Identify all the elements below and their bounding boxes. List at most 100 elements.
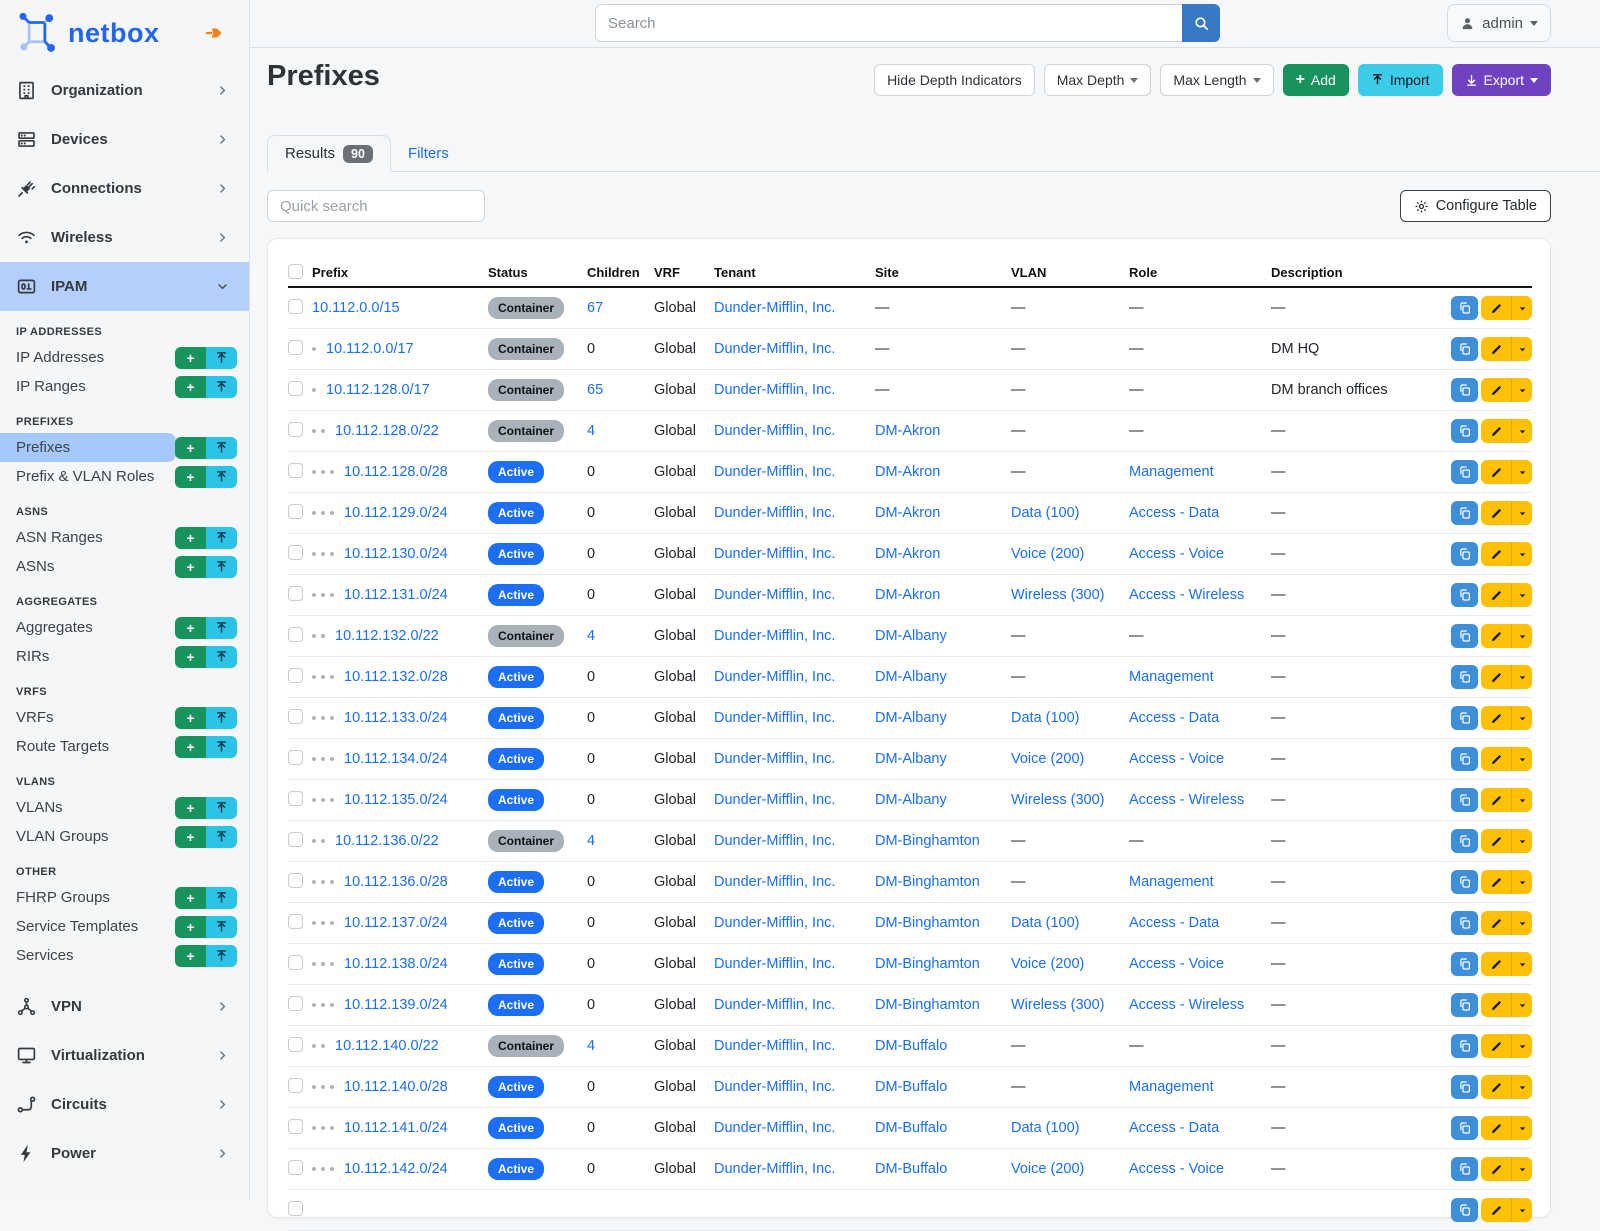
prefix-link[interactable]: 10.112.139.0/24 — [344, 997, 448, 1013]
copy-button[interactable] — [1451, 460, 1478, 484]
tenant-link[interactable]: Dunder-Mifflin, Inc. — [714, 710, 835, 726]
sidebar-item-services[interactable]: Services+ — [0, 941, 249, 970]
edit-dropdown-toggle[interactable] — [1511, 1116, 1532, 1140]
children-count-link[interactable]: 4 — [587, 423, 595, 439]
search-button[interactable] — [1182, 4, 1220, 42]
prefix-link[interactable]: 10.112.134.0/24 — [344, 751, 448, 767]
site-link[interactable]: DM-Buffalo — [875, 1161, 947, 1177]
tenant-link[interactable]: Dunder-Mifflin, Inc. — [714, 423, 835, 439]
tenant-link[interactable]: Dunder-Mifflin, Inc. — [714, 751, 835, 767]
import-quick-button[interactable] — [206, 556, 237, 578]
edit-dropdown-toggle[interactable] — [1511, 747, 1532, 771]
sidebar-item-ip-ranges[interactable]: IP Ranges+ — [0, 372, 249, 401]
add-quick-button[interactable]: + — [175, 556, 206, 578]
row-checkbox[interactable] — [288, 955, 303, 970]
edit-dropdown-toggle[interactable] — [1511, 624, 1532, 648]
prefix-link[interactable]: 10.112.140.0/28 — [344, 1079, 448, 1095]
add-quick-button[interactable]: + — [175, 826, 206, 848]
row-checkbox[interactable] — [288, 545, 303, 560]
tenant-link[interactable]: Dunder-Mifflin, Inc. — [714, 997, 835, 1013]
row-checkbox[interactable] — [288, 832, 303, 847]
sidebar-item-connections[interactable]: Connections — [0, 164, 249, 213]
tenant-link[interactable]: Dunder-Mifflin, Inc. — [714, 382, 835, 398]
sidebar-item-ipam[interactable]: IPAM — [0, 262, 249, 311]
sidebar-item-vlans[interactable]: VLANs+ — [0, 793, 249, 822]
role-link[interactable]: Management — [1129, 464, 1214, 480]
prefix-link[interactable]: 10.112.136.0/22 — [335, 833, 439, 849]
edit-button[interactable] — [1481, 993, 1511, 1017]
tenant-link[interactable]: Dunder-Mifflin, Inc. — [714, 546, 835, 562]
tab-results[interactable]: Results 90 — [267, 135, 391, 172]
import-quick-button[interactable] — [206, 887, 237, 909]
row-checkbox[interactable] — [288, 586, 303, 601]
tenant-link[interactable]: Dunder-Mifflin, Inc. — [714, 300, 835, 316]
edit-dropdown-toggle[interactable] — [1511, 829, 1532, 853]
sidebar-item-wireless[interactable]: Wireless — [0, 213, 249, 262]
copy-button[interactable] — [1451, 788, 1478, 812]
children-count-link[interactable]: 4 — [587, 628, 595, 644]
role-link[interactable]: Management — [1129, 1079, 1214, 1095]
edit-dropdown-toggle[interactable] — [1511, 1034, 1532, 1058]
row-checkbox[interactable] — [288, 340, 303, 355]
sidebar-item-aggregates[interactable]: Aggregates+ — [0, 613, 249, 642]
tenant-link[interactable]: Dunder-Mifflin, Inc. — [714, 505, 835, 521]
children-count-link[interactable]: 67 — [587, 300, 603, 316]
row-checkbox[interactable] — [288, 750, 303, 765]
vlan-link[interactable]: Wireless (300) — [1011, 792, 1104, 808]
copy-button[interactable] — [1451, 870, 1478, 894]
row-checkbox[interactable] — [288, 627, 303, 642]
edit-button[interactable] — [1481, 952, 1511, 976]
copy-button[interactable] — [1451, 1198, 1478, 1222]
import-quick-button[interactable] — [206, 466, 237, 488]
site-link[interactable]: DM-Buffalo — [875, 1038, 947, 1054]
children-count-link[interactable]: 4 — [587, 833, 595, 849]
import-quick-button[interactable] — [206, 707, 237, 729]
site-link[interactable]: DM-Akron — [875, 505, 940, 521]
edit-button[interactable] — [1481, 501, 1511, 525]
sidebar-item-ip-addresses[interactable]: IP Addresses+ — [0, 343, 249, 372]
edit-button[interactable] — [1481, 542, 1511, 566]
search-input[interactable] — [595, 4, 1182, 42]
edit-dropdown-toggle[interactable] — [1511, 501, 1532, 525]
prefix-link[interactable]: 10.112.130.0/24 — [344, 546, 448, 562]
site-link[interactable]: DM-Binghamton — [875, 915, 980, 931]
role-link[interactable]: Access - Data — [1129, 915, 1219, 931]
edit-dropdown-toggle[interactable] — [1511, 1157, 1532, 1181]
tenant-link[interactable]: Dunder-Mifflin, Inc. — [714, 1038, 835, 1054]
edit-button[interactable] — [1481, 624, 1511, 648]
edit-dropdown-toggle[interactable] — [1511, 542, 1532, 566]
user-menu-button[interactable]: admin — [1447, 4, 1551, 42]
import-quick-button[interactable] — [206, 945, 237, 967]
import-quick-button[interactable] — [206, 916, 237, 938]
prefix-link[interactable]: 10.112.0.0/17 — [326, 341, 414, 357]
row-checkbox[interactable] — [288, 996, 303, 1011]
edit-button[interactable] — [1481, 337, 1511, 361]
prefix-link[interactable]: 10.112.136.0/28 — [344, 874, 448, 890]
export-dropdown[interactable]: Export — [1452, 64, 1551, 96]
edit-button[interactable] — [1481, 665, 1511, 689]
row-checkbox[interactable] — [288, 1037, 303, 1052]
tenant-link[interactable]: Dunder-Mifflin, Inc. — [714, 874, 835, 890]
site-link[interactable]: DM-Akron — [875, 423, 940, 439]
edit-button[interactable] — [1481, 870, 1511, 894]
copy-button[interactable] — [1451, 1116, 1478, 1140]
import-quick-button[interactable] — [206, 646, 237, 668]
copy-button[interactable] — [1451, 665, 1478, 689]
edit-dropdown-toggle[interactable] — [1511, 460, 1532, 484]
site-link[interactable]: DM-Buffalo — [875, 1120, 947, 1136]
copy-button[interactable] — [1451, 501, 1478, 525]
tenant-link[interactable]: Dunder-Mifflin, Inc. — [714, 792, 835, 808]
site-link[interactable]: DM-Binghamton — [875, 874, 980, 890]
brand[interactable]: netbox — [0, 0, 249, 66]
copy-button[interactable] — [1451, 419, 1478, 443]
edit-dropdown-toggle[interactable] — [1511, 337, 1532, 361]
copy-button[interactable] — [1451, 829, 1478, 853]
sidebar-item-service-templates[interactable]: Service Templates+ — [0, 912, 249, 941]
prefix-link[interactable]: 10.112.133.0/24 — [344, 710, 448, 726]
tenant-link[interactable]: Dunder-Mifflin, Inc. — [714, 1161, 835, 1177]
copy-button[interactable] — [1451, 993, 1478, 1017]
add-quick-button[interactable]: + — [175, 916, 206, 938]
hide-depth-indicators-button[interactable]: Hide Depth Indicators — [874, 64, 1035, 96]
import-quick-button[interactable] — [206, 797, 237, 819]
tenant-link[interactable]: Dunder-Mifflin, Inc. — [714, 1079, 835, 1095]
